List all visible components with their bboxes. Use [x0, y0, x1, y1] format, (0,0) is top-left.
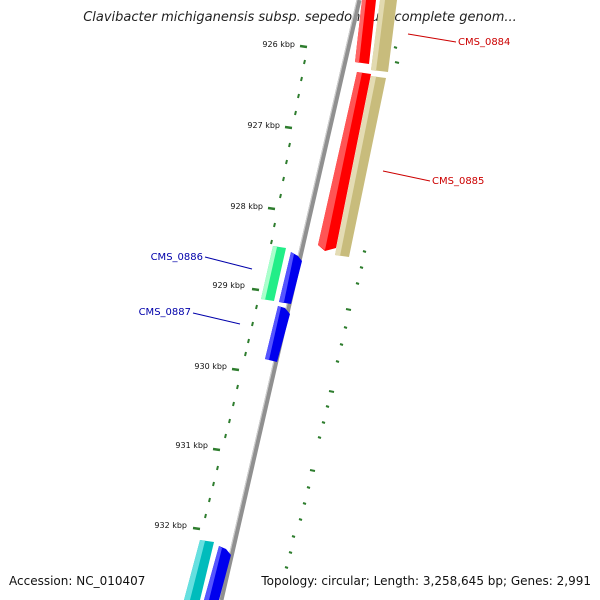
tick-label-927: 927 kbp	[247, 121, 280, 130]
tick-label-931: 931 kbp	[175, 441, 208, 450]
callout-cms-0886	[204, 256, 253, 270]
map-title: Clavibacter michiganensis subsp. sepedon…	[83, 10, 517, 25]
tick-label-930: 930 kbp	[194, 362, 227, 371]
callout-cms-0884	[407, 33, 457, 43]
gene-cms-0887[interactable]	[265, 306, 290, 362]
tick-label-928: 928 kbp	[230, 202, 263, 211]
gene-label-cms-0885[interactable]: CMS_0885	[432, 176, 484, 187]
gene-label-cms-0886[interactable]: CMS_0886	[151, 252, 203, 263]
inner-major-ticks	[192, 44, 308, 531]
gene-unlabeled-bottom[interactable]	[184, 540, 231, 600]
gene-cms-0886[interactable]	[261, 246, 302, 304]
tick-label-932: 932 kbp	[154, 521, 187, 530]
outer-tick-track	[284, 46, 400, 569]
callout-cms-0887	[192, 312, 241, 325]
inner-tick-track	[204, 59, 306, 519]
gene-label-cms-0884[interactable]: CMS_0884	[458, 37, 510, 48]
tick-label-929: 929 kbp	[212, 281, 245, 290]
accession-text: Accession: NC_010407	[9, 574, 146, 588]
callout-cms-0885	[382, 170, 431, 182]
gene-label-cms-0887[interactable]: CMS_0887	[139, 307, 191, 318]
gene-cms-0885[interactable]	[318, 72, 386, 257]
gene-cms-0884[interactable]	[355, 0, 397, 72]
topology-summary: Topology: circular; Length: 3,258,645 bp…	[261, 574, 591, 588]
tick-label-926: 926 kbp	[262, 40, 295, 49]
